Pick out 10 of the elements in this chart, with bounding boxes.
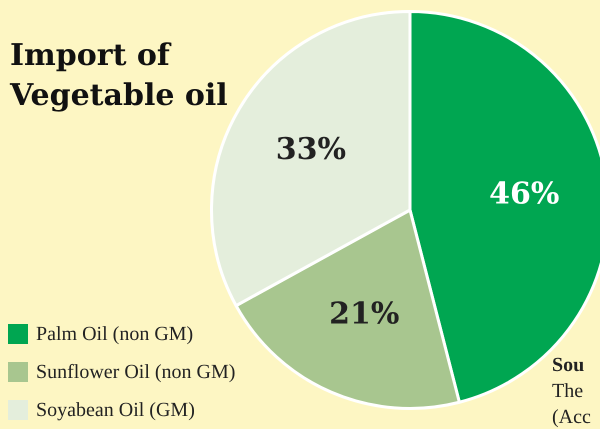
data-label: 46% — [489, 176, 560, 212]
text: Import of Vegetable oil — [10, 37, 229, 115]
legend-label: Palm Oil (non GM) — [36, 322, 194, 346]
text: Sou — [552, 353, 586, 378]
text: The — [552, 379, 584, 404]
legend-label: Sunflower Oil (non GM) — [36, 360, 236, 384]
data-label: 33% — [276, 132, 346, 168]
legend-label: Soyabean Oil (GM) — [36, 398, 195, 422]
data-label: 21% — [329, 296, 400, 332]
text: (Acc — [552, 405, 591, 429]
